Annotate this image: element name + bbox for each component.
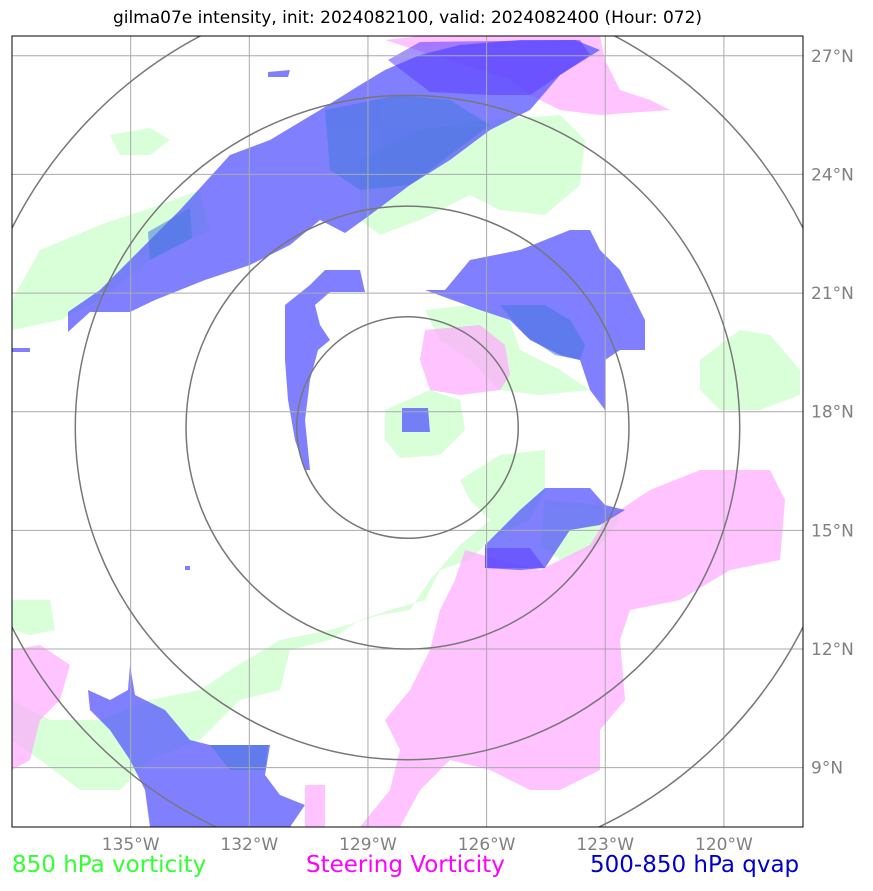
latitude-tick-label: 18°N [811, 403, 854, 423]
longitude-tick-label: 126°W [458, 835, 516, 855]
qvap-overlap-layer [388, 40, 590, 568]
qvap-region [12, 348, 30, 352]
longitude-tick-label: 129°W [339, 835, 397, 855]
latitude-tick-label: 12°N [811, 640, 854, 660]
latitude-tick-label: 9°N [811, 759, 843, 779]
qvap-overlap-region [388, 40, 590, 95]
range-ring [185, 205, 630, 650]
qvap-region [268, 70, 290, 77]
range-rings [12, 36, 803, 827]
legend-steering-vorticity: Steering Vorticity [306, 852, 505, 878]
qvap-region [185, 566, 190, 570]
qvap-core-region [210, 745, 268, 770]
latitude-tick-label: 24°N [811, 165, 854, 185]
legend-qvap: 500-850 hPa qvap [590, 852, 800, 878]
vorticity-region [700, 330, 800, 410]
steering-region [305, 785, 325, 827]
latitude-tick-label: 21°N [811, 284, 854, 304]
steering-region [12, 645, 70, 770]
longitude-tick-label: 120°W [695, 835, 753, 855]
legend-850-vorticity: 850 hPa vorticity [12, 852, 207, 878]
qvap-core-layer [148, 95, 585, 770]
range-ring [74, 94, 741, 761]
qvap-core-region [500, 305, 585, 360]
latitude-tick-label: 15°N [811, 521, 854, 541]
steering-region [360, 470, 785, 827]
latitude-tick-label: 27°N [811, 47, 854, 67]
vorticity-region [110, 128, 170, 155]
latitude-labels: 27°N 24°N 21°N 18°N 15°N 12°N 9°N [811, 47, 854, 779]
range-ring [296, 316, 519, 540]
qvap-region [285, 270, 365, 470]
vorticity-region [12, 600, 55, 635]
longitude-labels: 135°W 132°W 129°W 126°W 123°W 120°W [102, 835, 753, 855]
qvap-overlap-region [485, 548, 545, 568]
steering-region [420, 325, 510, 395]
longitude-tick-label: 123°W [576, 835, 634, 855]
qvap-core-region [325, 95, 490, 190]
qvap-region [402, 408, 430, 432]
qvap-region [88, 665, 305, 827]
longitude-tick-label: 135°W [102, 835, 160, 855]
chart-title: gilma07e intensity, init: 2024082100, va… [112, 8, 703, 28]
qvap-core-region [148, 208, 192, 260]
plot-frame [11, 35, 804, 828]
longitude-tick-label: 132°W [220, 835, 278, 855]
